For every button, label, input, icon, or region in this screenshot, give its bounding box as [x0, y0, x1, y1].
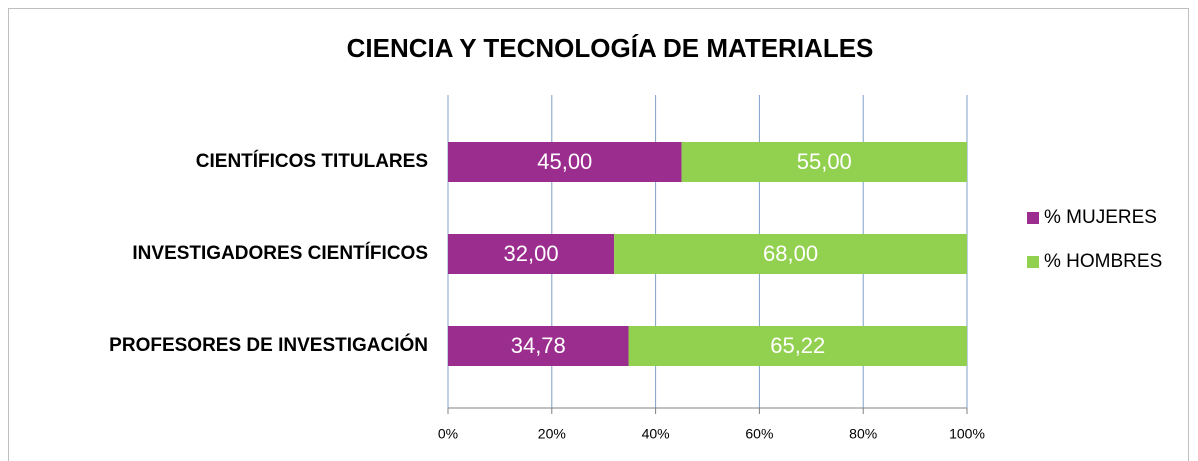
y-tick-label: INVESTIGADORES CIENTÍFICOS — [132, 242, 428, 264]
x-tick-label: 20% — [538, 426, 566, 442]
bar — [448, 326, 629, 366]
legend-label: % MUJERES — [1044, 207, 1157, 228]
x-tick-label: 60% — [745, 426, 773, 442]
bar — [448, 142, 682, 182]
bar — [628, 326, 967, 366]
x-tick-label: 100% — [949, 426, 985, 442]
legend-swatch — [1027, 256, 1039, 268]
value-label: 32,00 — [504, 241, 559, 266]
bar — [448, 234, 615, 274]
legend-swatch — [1027, 212, 1039, 224]
value-label: 34,78 — [511, 333, 566, 358]
y-tick-label: CIENTÍFICOS TITULARES — [196, 150, 428, 172]
x-tick-label: 80% — [849, 426, 877, 442]
x-tick-label: 0% — [438, 426, 458, 442]
bar — [614, 234, 967, 274]
value-label: 65,22 — [770, 333, 825, 358]
bar — [681, 142, 967, 182]
chart-title: CIENCIA Y TECNOLOGÍA DE MATERIALES — [347, 33, 874, 63]
x-tick-label: 40% — [642, 426, 670, 442]
y-tick-label: PROFESORES DE INVESTIGACIÓN — [109, 334, 428, 356]
value-label: 68,00 — [763, 241, 818, 266]
value-label: 55,00 — [797, 149, 852, 174]
legend-label: % HOMBRES — [1044, 251, 1162, 272]
value-label: 45,00 — [537, 149, 592, 174]
